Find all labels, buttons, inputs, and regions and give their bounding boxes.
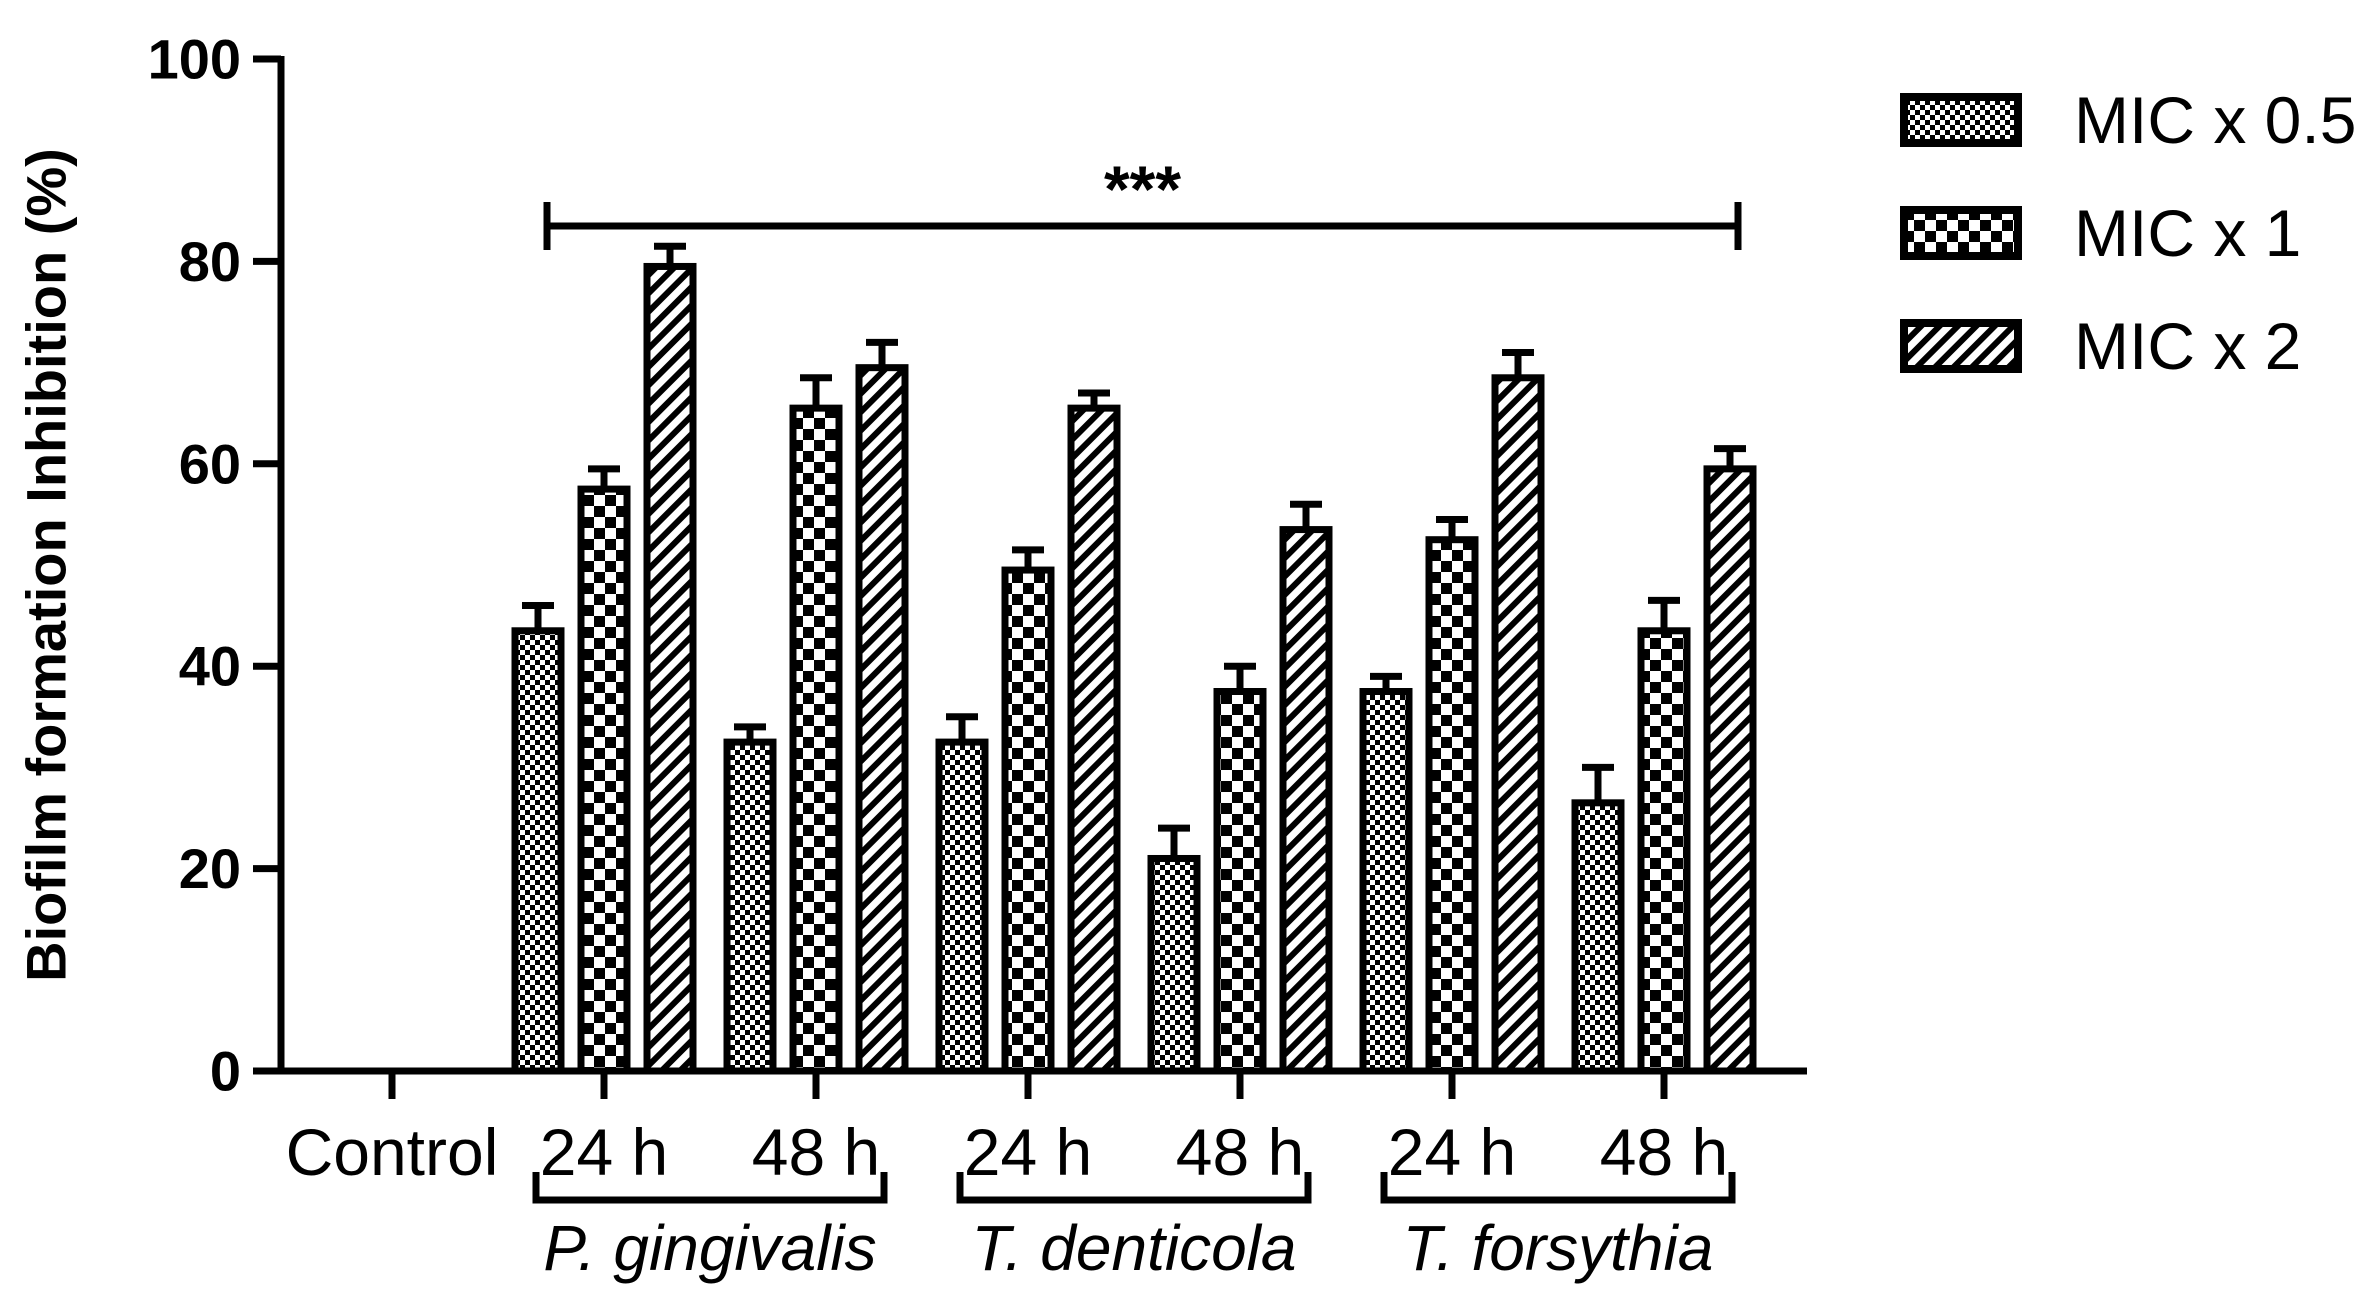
legend-swatch bbox=[1900, 206, 2022, 260]
y-tick-label: 100 bbox=[148, 28, 241, 91]
bar bbox=[1703, 465, 1757, 1075]
bar bbox=[1359, 688, 1413, 1075]
x-tick-label: 24 h bbox=[1388, 1115, 1516, 1189]
bar bbox=[1571, 799, 1625, 1075]
y-tick-label: 80 bbox=[179, 230, 241, 293]
bar bbox=[1279, 526, 1333, 1075]
y-tick-label: 40 bbox=[179, 635, 241, 698]
legend-label: MIC x 2 bbox=[2074, 309, 2301, 383]
bar bbox=[1147, 854, 1201, 1075]
bar bbox=[935, 738, 989, 1075]
group-bracket bbox=[1380, 1172, 1736, 1204]
y-tick-label: 20 bbox=[179, 837, 241, 900]
legend-label: MIC x 0.5 bbox=[2074, 83, 2356, 157]
y-tick-label: 60 bbox=[179, 432, 241, 495]
bar bbox=[1491, 374, 1545, 1075]
bar bbox=[1425, 536, 1479, 1075]
group-bracket bbox=[532, 1172, 888, 1204]
bar bbox=[1067, 404, 1121, 1075]
bar bbox=[643, 262, 697, 1075]
x-tick-label: 24 h bbox=[964, 1115, 1092, 1189]
group-label: P. gingivalis bbox=[543, 1212, 876, 1284]
group-label: T. forsythia bbox=[1403, 1212, 1714, 1284]
x-tick-label: 48 h bbox=[752, 1115, 880, 1189]
x-tick-label: 48 h bbox=[1600, 1115, 1728, 1189]
bar bbox=[1213, 688, 1267, 1075]
bar bbox=[723, 738, 777, 1075]
significance-stars: *** bbox=[1104, 152, 1181, 226]
bar bbox=[789, 404, 843, 1075]
bar bbox=[1001, 566, 1055, 1075]
y-axis-label: Biofilm formation Inhibition (%) bbox=[15, 148, 78, 982]
x-tick-label: Control bbox=[286, 1115, 499, 1189]
bar bbox=[511, 627, 565, 1075]
y-tick-label: 0 bbox=[210, 1040, 241, 1103]
x-tick-label: 24 h bbox=[540, 1115, 668, 1189]
group-bracket bbox=[956, 1172, 1312, 1204]
legend-swatch bbox=[1900, 319, 2022, 373]
bar bbox=[855, 364, 909, 1075]
legend-swatch bbox=[1900, 93, 2022, 147]
legend-label: MIC x 1 bbox=[2074, 196, 2301, 270]
bar bbox=[1637, 627, 1691, 1075]
bar bbox=[577, 485, 631, 1075]
group-label: T. denticola bbox=[972, 1212, 1297, 1284]
x-tick-label: 48 h bbox=[1176, 1115, 1304, 1189]
